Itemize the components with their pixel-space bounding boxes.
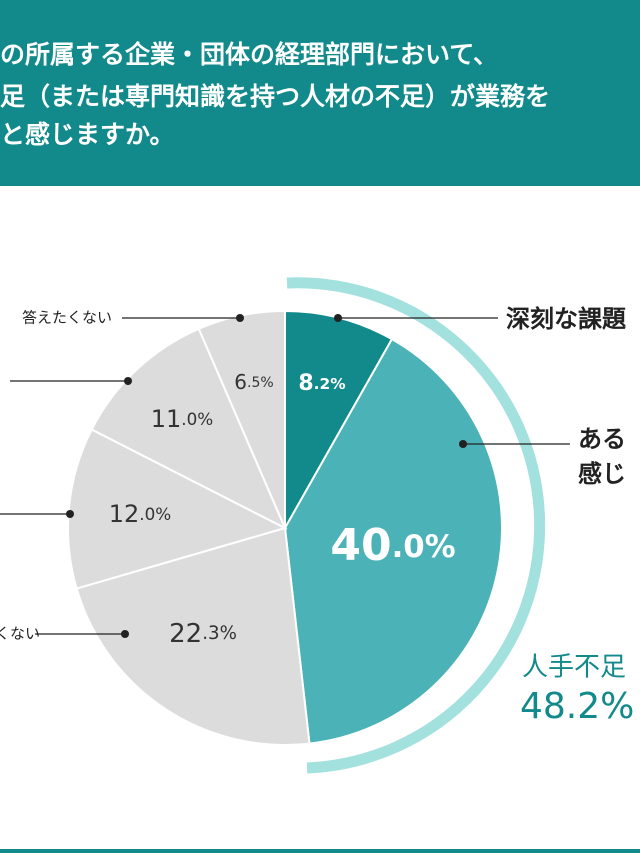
value-label: 8.2% [298, 371, 345, 396]
footer-line [0, 849, 640, 853]
value-dec: .0% [181, 409, 213, 429]
value-label: 12.0% [109, 500, 172, 528]
value-int: 6 [234, 370, 247, 394]
leader-dot [66, 510, 74, 518]
leader-dot [124, 377, 132, 385]
title-line: と感じますか。 [0, 120, 175, 149]
leader-dot [236, 314, 244, 322]
pie-slice [75, 526, 311, 746]
value-dec: .2% [314, 375, 346, 393]
value-dec: .0% [139, 504, 171, 524]
category-line: 感じ [578, 460, 626, 488]
value-label: 11.0% [151, 405, 214, 433]
leader-dot [334, 314, 342, 322]
annotation-label: 人手不足 [522, 653, 626, 683]
value-int: 8 [298, 371, 313, 396]
category-label: ある感じ [578, 425, 626, 488]
value-int: 12 [109, 500, 140, 528]
value-dec: .5% [247, 375, 274, 391]
title-line: の所属する企業・団体の経理部門において、 [0, 40, 498, 69]
value-int: 11 [151, 405, 182, 433]
leader-dot [459, 440, 467, 448]
header-band [0, 0, 640, 186]
pie-slice [67, 428, 288, 590]
highlight-arc [286, 277, 546, 774]
annotation-value: 48.2% [520, 686, 634, 727]
value-int: 22 [169, 619, 202, 649]
value-dec: .0% [392, 529, 456, 565]
category-label: 答えたくない [22, 309, 112, 327]
category-label: くない [0, 625, 40, 643]
value-int: 40 [330, 520, 391, 571]
category-line: ある [578, 425, 626, 453]
value-label: 40.0% [330, 520, 455, 571]
value-label: 22.3% [169, 619, 237, 649]
pie-slice [283, 337, 503, 745]
title-line: 足（または専門知識を持つ人材の不足）が業務を [0, 82, 550, 111]
pie-slice [90, 327, 288, 531]
leader-dot [121, 630, 129, 638]
value-dec: .3% [202, 623, 237, 644]
category-label: 深刻な課題 [506, 305, 627, 333]
value-label: 6.5% [234, 370, 273, 394]
